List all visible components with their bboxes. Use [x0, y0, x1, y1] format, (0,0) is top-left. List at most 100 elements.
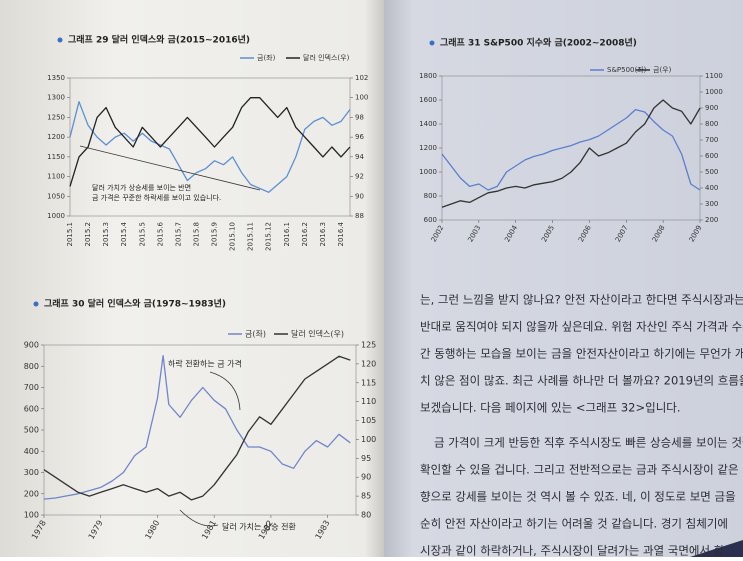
annotation: 달러 가치가 상승세를 보이는 반면 [92, 183, 191, 192]
y2-tick-label: 125 [361, 341, 376, 350]
y-tick-label: 1050 [47, 192, 65, 200]
y2-tick-label: 700 [705, 136, 718, 144]
legend-label: 금(좌) [257, 53, 276, 62]
y-tick-label: 800 [24, 362, 39, 371]
y-tick-label: 300 [24, 468, 39, 477]
y-tick-label: 1200 [419, 144, 437, 152]
y-tick-label: 1150 [47, 153, 65, 161]
annotation: 달러 가치는 상승 전환 [222, 522, 297, 532]
y-tick-label: 1350 [47, 74, 65, 82]
y2-tick-label: 88 [355, 212, 364, 220]
annotation: 금 가격은 꾸준한 하락세를 보이고 있습니다. [92, 193, 221, 202]
y2-tick-label: 300 [705, 200, 718, 208]
text-line: 는, 그런 느낌을 받지 않나요? 안전 자산이라고 한다면 주식시장과는 [420, 293, 743, 307]
y-tick-label: 700 [24, 383, 39, 392]
chart-title: 그래프 31 S&P500 지수와 금(2002~2008년) [440, 37, 637, 49]
y-tick-label: 600 [424, 216, 437, 224]
left-page [0, 0, 384, 557]
series-line [43, 355, 351, 501]
y2-tick-label: 115 [361, 378, 376, 387]
y2-tick-label: 92 [355, 173, 364, 181]
y2-tick-label: 110 [361, 397, 376, 406]
x-tick-label: 2015.7 [174, 222, 182, 247]
y2-tick-label: 200 [705, 216, 718, 224]
x-tick-label: 2015.10 [229, 222, 237, 251]
y2-tick-label: 95 [361, 454, 371, 463]
text-line: 시장과 같이 하락하거나, 주식시장이 달려가는 과열 국면에서 함 [420, 544, 725, 558]
y-tick-label: 1200 [47, 133, 65, 141]
y2-tick-label: 90 [355, 192, 364, 200]
y2-tick-label: 120 [361, 359, 376, 368]
x-tick-label: 2015.11 [247, 222, 255, 251]
title-bullet [33, 301, 39, 307]
series-line [43, 354, 351, 500]
y-tick-label: 1600 [419, 96, 437, 104]
y2-tick-label: 1000 [705, 88, 723, 96]
title-bullet [429, 40, 435, 46]
text-line: 확인할 수 있을 겁니다. 그리고 전반적으로는 금과 주식시장이 같은 방 [420, 463, 743, 477]
y2-tick-label: 98 [355, 113, 364, 121]
y2-tick-label: 96 [355, 133, 364, 141]
x-tick-label: 2016.4 [337, 221, 345, 246]
annotation-arrow [79, 145, 261, 191]
annotation: 하락 전환하는 금 가격 [168, 359, 242, 369]
series-line [441, 99, 701, 208]
y2-tick-label: 800 [705, 120, 718, 128]
text-line: 향으로 강세를 보이는 것 역시 볼 수 있죠. 네, 이 정도로 보면 금을 [420, 490, 736, 504]
legend-label: 달러 인덱스(우) [303, 53, 350, 62]
y2-tick-label: 94 [355, 153, 364, 161]
legend-label: 금(우) [653, 66, 672, 74]
x-tick-label: 2015.4 [120, 221, 128, 246]
right-page [384, 0, 743, 557]
text-line: 금 가격이 크게 반등한 직후 주식시장도 빠른 상승세를 보이는 것을 [434, 436, 743, 450]
series-line [441, 108, 701, 191]
y-tick-label: 200 [24, 489, 39, 498]
y-tick-label: 1800 [419, 72, 437, 80]
x-tick-label: 2015.2 [84, 222, 92, 247]
y2-tick-label: 900 [705, 104, 718, 112]
y-tick-label: 900 [24, 341, 39, 350]
chart-title: 그래프 29 달러 인덱스와 금(2015~2016년) [68, 34, 250, 46]
series-line [69, 101, 351, 193]
legend-label: 금(좌) [245, 330, 266, 339]
y-tick-label: 1400 [419, 120, 437, 128]
annotation-arrow [179, 371, 241, 527]
x-tick-label: 2015.9 [211, 222, 219, 247]
text-line: 간 동행하는 모습을 보이는 금을 안전자산이라고 하기에는 무언가 개운 [420, 347, 743, 361]
x-tick-label: 2015.8 [192, 222, 200, 247]
x-tick-label: 2015.3 [102, 222, 110, 247]
y2-tick-label: 90 [361, 473, 371, 482]
y2-tick-label: 102 [355, 74, 368, 82]
y2-tick-label: 1100 [705, 72, 723, 80]
y2-tick-label: 80 [361, 511, 371, 520]
x-tick-label: 2015.5 [138, 222, 146, 247]
y-tick-label: 1250 [47, 113, 65, 121]
y2-tick-label: 500 [705, 168, 718, 176]
chart-title: 그래프 30 달러 인덱스와 금(1978~1983년) [44, 298, 226, 310]
y-tick-label: 100 [24, 511, 39, 520]
y2-tick-label: 105 [361, 416, 376, 425]
y-tick-label: 500 [24, 426, 39, 435]
text-line: 치 않은 점이 많죠. 최근 사례를 하나만 더 볼까요? 2019년의 흐름을 [420, 374, 743, 388]
series-line [69, 97, 351, 187]
text-line: 순히 안전 자산이라고 하기는 어려울 것 같습니다. 경기 침체기에 [420, 517, 728, 531]
y-tick-label: 400 [24, 447, 39, 456]
x-tick-label: 2015.6 [156, 221, 164, 246]
x-tick-label: 2015.1 [66, 222, 74, 247]
y-tick-label: 1100 [47, 173, 65, 181]
text-line: 보겠습니다. 다음 페이지에 있는 <그래프 32>입니다. [420, 401, 681, 415]
y-tick-label: 1000 [419, 168, 437, 176]
y2-tick-label: 100 [361, 435, 376, 444]
x-tick-label: 2016.3 [319, 222, 327, 247]
y-tick-label: 600 [24, 404, 39, 413]
y-tick-label: 1300 [47, 94, 65, 102]
title-bullet [57, 37, 63, 43]
y2-tick-label: 600 [705, 152, 718, 160]
text-line: 반대로 움직여야 되지 않을까 싶은데요. 위험 자산인 주식 가격과 수년 [420, 320, 743, 334]
y-tick-label: 800 [424, 192, 437, 200]
y2-tick-label: 100 [355, 94, 368, 102]
x-tick-label: 2015.12 [265, 222, 273, 251]
x-tick-label: 2016.1 [283, 222, 291, 247]
